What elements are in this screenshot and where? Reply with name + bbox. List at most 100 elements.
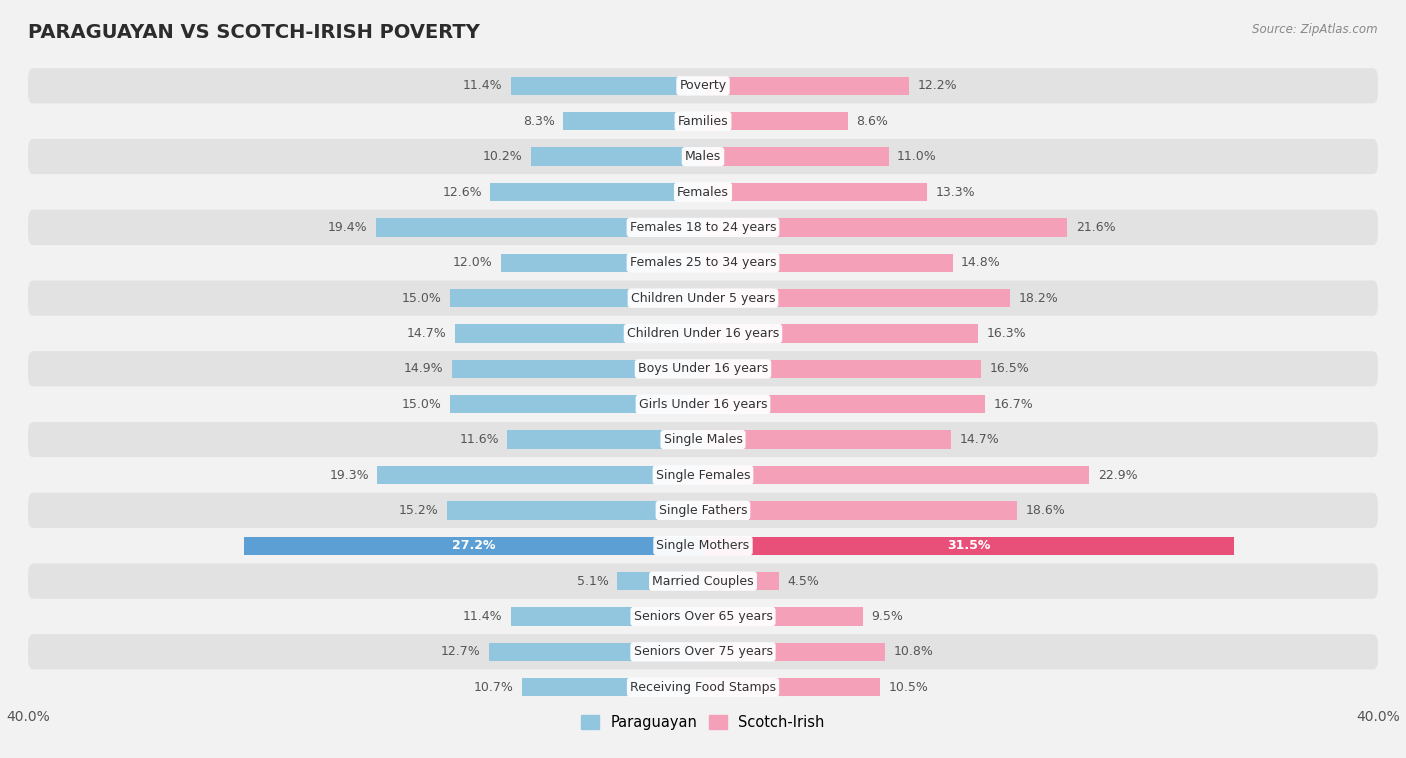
Text: PARAGUAYAN VS SCOTCH-IRISH POVERTY: PARAGUAYAN VS SCOTCH-IRISH POVERTY — [28, 23, 479, 42]
Text: 18.2%: 18.2% — [1018, 292, 1059, 305]
Text: Children Under 5 years: Children Under 5 years — [631, 292, 775, 305]
Text: Seniors Over 65 years: Seniors Over 65 years — [634, 610, 772, 623]
FancyBboxPatch shape — [28, 387, 1378, 422]
Text: 18.6%: 18.6% — [1025, 504, 1064, 517]
Text: 14.8%: 14.8% — [962, 256, 1001, 269]
FancyBboxPatch shape — [28, 422, 1378, 457]
Text: 12.2%: 12.2% — [917, 80, 957, 92]
Bar — [703, 466, 1090, 484]
Text: 31.5%: 31.5% — [948, 539, 990, 553]
Text: Single Males: Single Males — [664, 433, 742, 446]
Bar — [703, 395, 984, 413]
Text: 8.3%: 8.3% — [523, 114, 554, 128]
Bar — [510, 607, 703, 625]
Text: Boys Under 16 years: Boys Under 16 years — [638, 362, 768, 375]
Text: Females: Females — [678, 186, 728, 199]
Bar — [491, 183, 703, 201]
Text: 12.7%: 12.7% — [440, 645, 481, 659]
Bar — [450, 395, 703, 413]
Text: 12.6%: 12.6% — [443, 186, 482, 199]
FancyBboxPatch shape — [28, 493, 1378, 528]
Text: 11.0%: 11.0% — [897, 150, 936, 163]
Text: 15.0%: 15.0% — [402, 292, 441, 305]
Bar — [617, 572, 703, 590]
Text: Source: ZipAtlas.com: Source: ZipAtlas.com — [1253, 23, 1378, 36]
Bar — [245, 537, 703, 555]
Bar — [703, 77, 908, 95]
Bar — [703, 112, 848, 130]
FancyBboxPatch shape — [28, 210, 1378, 245]
Text: Single Females: Single Females — [655, 468, 751, 481]
Text: Females 18 to 24 years: Females 18 to 24 years — [630, 221, 776, 234]
Text: 16.3%: 16.3% — [987, 327, 1026, 340]
Bar — [531, 148, 703, 166]
Bar — [377, 466, 703, 484]
Bar — [703, 289, 1010, 307]
FancyBboxPatch shape — [28, 68, 1378, 104]
Bar — [703, 431, 950, 449]
Text: Receiving Food Stamps: Receiving Food Stamps — [630, 681, 776, 694]
Bar — [450, 289, 703, 307]
Text: 11.4%: 11.4% — [463, 610, 502, 623]
Bar — [703, 218, 1067, 236]
Bar — [703, 183, 928, 201]
Text: Families: Families — [678, 114, 728, 128]
FancyBboxPatch shape — [28, 634, 1378, 669]
FancyBboxPatch shape — [28, 669, 1378, 705]
FancyBboxPatch shape — [28, 245, 1378, 280]
Bar — [508, 431, 703, 449]
Text: Poverty: Poverty — [679, 80, 727, 92]
Bar — [703, 324, 979, 343]
Bar — [510, 77, 703, 95]
Text: 16.5%: 16.5% — [990, 362, 1029, 375]
FancyBboxPatch shape — [28, 139, 1378, 174]
Bar — [703, 607, 863, 625]
Text: Seniors Over 75 years: Seniors Over 75 years — [634, 645, 772, 659]
Text: 9.5%: 9.5% — [872, 610, 904, 623]
Text: 10.5%: 10.5% — [889, 681, 928, 694]
Bar — [703, 254, 953, 272]
FancyBboxPatch shape — [28, 104, 1378, 139]
Bar — [523, 678, 703, 697]
Bar — [501, 254, 703, 272]
Text: 10.2%: 10.2% — [482, 150, 523, 163]
Bar — [703, 501, 1017, 519]
FancyBboxPatch shape — [28, 457, 1378, 493]
Legend: Paraguayan, Scotch-Irish: Paraguayan, Scotch-Irish — [575, 709, 831, 736]
Text: 5.1%: 5.1% — [576, 575, 609, 587]
Text: Females 25 to 34 years: Females 25 to 34 years — [630, 256, 776, 269]
FancyBboxPatch shape — [28, 280, 1378, 316]
Text: Children Under 16 years: Children Under 16 years — [627, 327, 779, 340]
Text: 4.5%: 4.5% — [787, 575, 820, 587]
Text: 27.2%: 27.2% — [451, 539, 495, 553]
Bar — [703, 360, 981, 378]
Bar — [447, 501, 703, 519]
Bar — [456, 324, 703, 343]
Text: 15.0%: 15.0% — [402, 398, 441, 411]
Text: Married Couples: Married Couples — [652, 575, 754, 587]
Text: 22.9%: 22.9% — [1098, 468, 1137, 481]
Text: 19.3%: 19.3% — [329, 468, 368, 481]
Text: Single Fathers: Single Fathers — [659, 504, 747, 517]
Text: 10.8%: 10.8% — [894, 645, 934, 659]
Bar — [562, 112, 703, 130]
FancyBboxPatch shape — [28, 563, 1378, 599]
Text: 21.6%: 21.6% — [1076, 221, 1115, 234]
Bar — [703, 148, 889, 166]
Text: 12.0%: 12.0% — [453, 256, 492, 269]
Text: 11.6%: 11.6% — [460, 433, 499, 446]
Text: Males: Males — [685, 150, 721, 163]
Bar — [703, 537, 1234, 555]
FancyBboxPatch shape — [28, 351, 1378, 387]
Text: 14.9%: 14.9% — [404, 362, 443, 375]
Text: 13.3%: 13.3% — [936, 186, 976, 199]
Text: 14.7%: 14.7% — [406, 327, 447, 340]
FancyBboxPatch shape — [28, 316, 1378, 351]
Text: 16.7%: 16.7% — [993, 398, 1033, 411]
Text: 10.7%: 10.7% — [474, 681, 515, 694]
Bar — [703, 572, 779, 590]
Text: 15.2%: 15.2% — [398, 504, 439, 517]
Text: Girls Under 16 years: Girls Under 16 years — [638, 398, 768, 411]
FancyBboxPatch shape — [28, 599, 1378, 634]
FancyBboxPatch shape — [28, 528, 1378, 563]
